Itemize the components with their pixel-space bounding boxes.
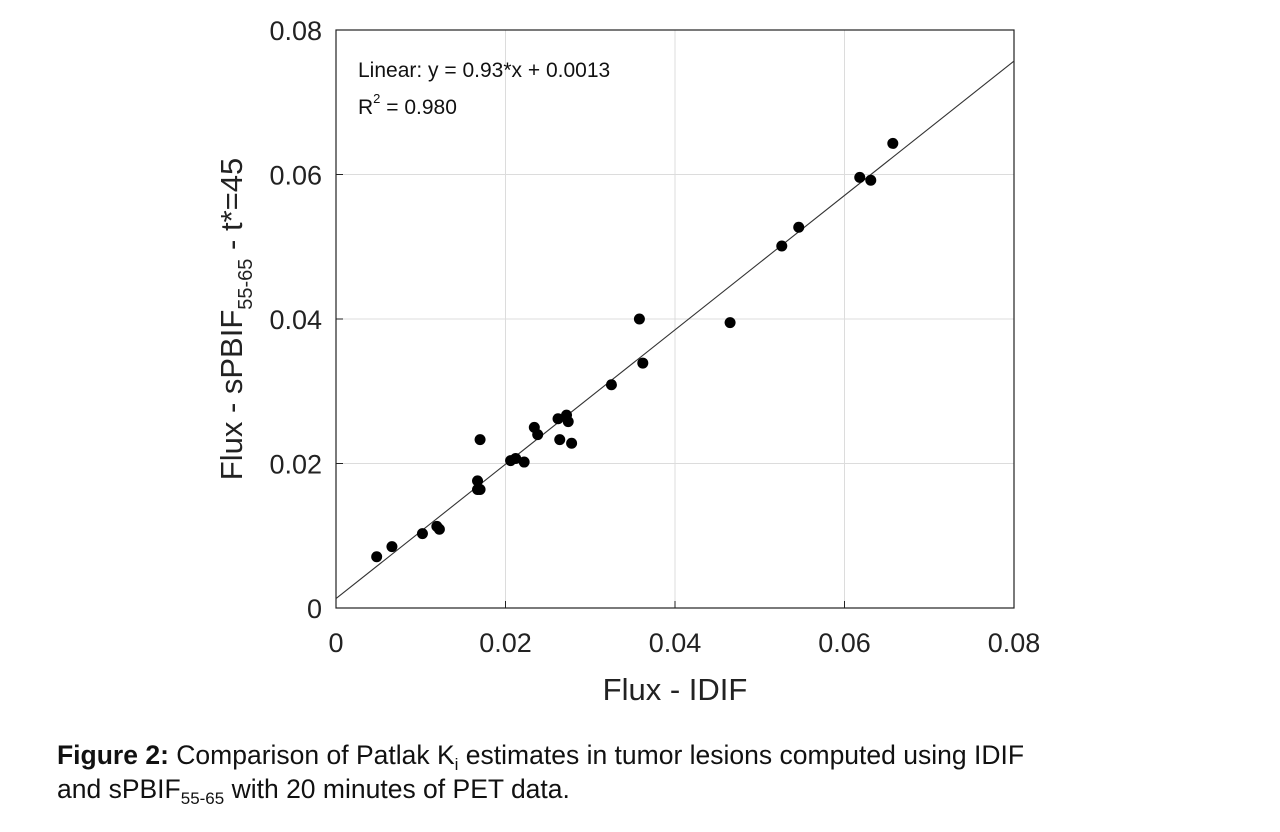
x-tick-label: 0.02 bbox=[479, 628, 532, 658]
scatter-chart: 0 0.02 0.04 0.06 0.08 0 0.02 0.04 0.06 0.08 Linea… bbox=[214, 16, 1040, 707]
data-point bbox=[724, 317, 736, 329]
r-squared-value: = 0.980 bbox=[380, 96, 456, 119]
fit-equation: Linear: y = 0.93*x + 0.0013 bbox=[358, 59, 610, 82]
data-point bbox=[562, 416, 574, 428]
data-point bbox=[474, 484, 486, 496]
x-tick-label: 0 bbox=[328, 628, 343, 658]
caption-text-2: estimates in tumor lesions computed usin… bbox=[458, 740, 1025, 770]
caption-subscript-1: i bbox=[454, 755, 459, 774]
x-tick-label: 0.04 bbox=[649, 628, 702, 658]
data-point bbox=[433, 523, 445, 535]
data-point bbox=[776, 240, 788, 252]
data-point bbox=[865, 174, 877, 186]
y-tick-label: 0.06 bbox=[269, 161, 322, 191]
x-axis-title: Flux - IDIF bbox=[603, 672, 748, 707]
data-point bbox=[854, 171, 866, 183]
grid-lines bbox=[336, 30, 1014, 608]
x-tick-label: 0.08 bbox=[988, 628, 1041, 658]
data-point bbox=[518, 456, 530, 468]
data-point bbox=[633, 313, 645, 325]
axis-ticks: 0 0.02 0.04 0.06 0.08 0 0.02 0.04 0.06 0.08 bbox=[269, 16, 1040, 658]
data-point bbox=[605, 379, 617, 391]
data-point bbox=[416, 528, 428, 540]
y-tick-label: 0.08 bbox=[269, 16, 322, 46]
data-point bbox=[637, 357, 649, 369]
data-point bbox=[371, 551, 383, 563]
data-point bbox=[552, 413, 564, 425]
y-axis-title: Flux - sPBIF55-65 - t*=45 bbox=[214, 158, 257, 480]
data-point bbox=[510, 452, 522, 464]
r-squared: R2 = 0.980 bbox=[358, 91, 457, 119]
y-tick-label: 0 bbox=[307, 594, 322, 624]
caption-subscript-2: 55-65 bbox=[180, 789, 225, 808]
data-point bbox=[554, 434, 566, 446]
data-point bbox=[386, 541, 398, 553]
r-squared-exponent: 2 bbox=[373, 91, 380, 106]
caption-text-4: with 20 minutes of PET data. bbox=[224, 774, 570, 804]
figure-caption: Figure 2: Comparison of Patlak Ki estima… bbox=[57, 738, 1257, 808]
y-axis-title-main: Flux - sPBIF bbox=[214, 310, 249, 481]
data-points bbox=[371, 137, 899, 563]
caption-text-3: and sPBIF bbox=[57, 774, 181, 804]
data-point bbox=[793, 221, 805, 233]
caption-text-1: Comparison of Patlak K bbox=[168, 740, 455, 770]
r-squared-prefix: R bbox=[358, 96, 373, 119]
y-tick-label: 0.04 bbox=[269, 305, 322, 335]
data-point bbox=[566, 437, 578, 449]
x-tick-label: 0.06 bbox=[818, 628, 871, 658]
y-axis-title-subscript: 55-65 bbox=[235, 259, 257, 310]
data-point bbox=[474, 434, 486, 446]
data-point bbox=[472, 475, 484, 487]
fit-line bbox=[335, 60, 1015, 600]
data-point bbox=[532, 429, 544, 441]
y-tick-label: 0.02 bbox=[269, 450, 322, 480]
data-point bbox=[887, 137, 899, 149]
caption-label: Figure 2: bbox=[57, 740, 169, 770]
y-axis-title-suffix: - t*=45 bbox=[214, 158, 249, 259]
